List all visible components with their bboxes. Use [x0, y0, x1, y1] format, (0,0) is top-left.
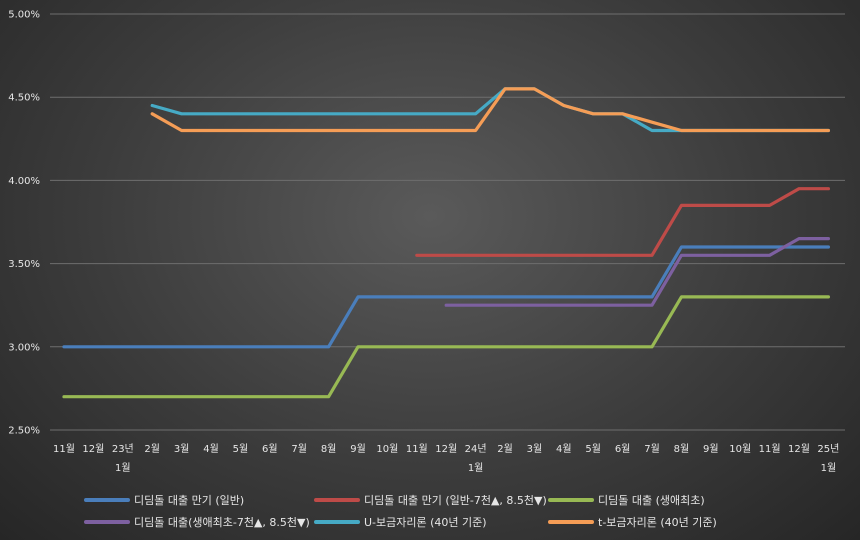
series-line	[444, 237, 831, 307]
series-line	[62, 245, 831, 349]
x-tick-label: 2월	[497, 443, 513, 455]
x-tick-label: 11월	[406, 443, 428, 455]
y-tick-label: 2.50%	[8, 426, 40, 437]
x-tick-label: 11월	[759, 443, 781, 455]
x-tick-label: 25년	[817, 443, 839, 455]
x-tick-label: 5월	[233, 443, 249, 455]
x-axis-ticks: 11월 12월 23년 1월 2월 3월 4월 5월 6월 7월 8월 9월 10월 11월 12월 24년 1…	[53, 443, 839, 474]
x-tick-label: 8월	[321, 443, 337, 455]
y-tick-label: 3.00%	[8, 342, 40, 353]
y-tick-label: 4.00%	[8, 176, 40, 187]
series-line	[415, 187, 831, 257]
y-tick-label: 3.50%	[8, 259, 40, 270]
x-tick-label: 23년	[112, 443, 134, 455]
x-tick-label: 7월	[644, 443, 660, 455]
x-tick-label: 10월	[376, 443, 398, 455]
x-tick-label: 1월	[468, 462, 484, 474]
x-tick-label: 8월	[674, 443, 690, 455]
x-tick-label: 3월	[527, 443, 543, 455]
x-tick-label: 2월	[144, 443, 160, 455]
x-tick-label: 7월	[291, 443, 307, 455]
series-lines	[62, 87, 831, 399]
x-tick-label: 6월	[615, 443, 631, 455]
x-tick-label: 4월	[556, 443, 572, 455]
y-tick-label: 5.00%	[8, 10, 40, 21]
y-tick-label: 4.50%	[8, 93, 40, 104]
gridlines	[50, 13, 845, 431]
x-tick-label: 11월	[53, 443, 75, 455]
x-tick-label: 5월	[585, 443, 601, 455]
y-axis-ticks: 2.50% 3.00% 3.50% 4.00% 4.50% 5.00%	[8, 10, 40, 437]
x-tick-label: 6월	[262, 443, 278, 455]
x-tick-label: 9월	[703, 443, 719, 455]
series-line	[150, 87, 831, 133]
x-tick-label: 10월	[729, 443, 751, 455]
x-tick-label: 12월	[82, 443, 104, 455]
x-tick-label: 1월	[821, 462, 837, 474]
x-tick-label: 24년	[465, 443, 487, 455]
series-line	[62, 295, 831, 399]
x-tick-label: 12월	[788, 443, 810, 455]
x-tick-label: 1월	[115, 462, 131, 474]
x-tick-label: 4월	[203, 443, 219, 455]
x-tick-label: 12월	[435, 443, 457, 455]
x-tick-label: 9월	[350, 443, 366, 455]
x-tick-label: 3월	[174, 443, 190, 455]
